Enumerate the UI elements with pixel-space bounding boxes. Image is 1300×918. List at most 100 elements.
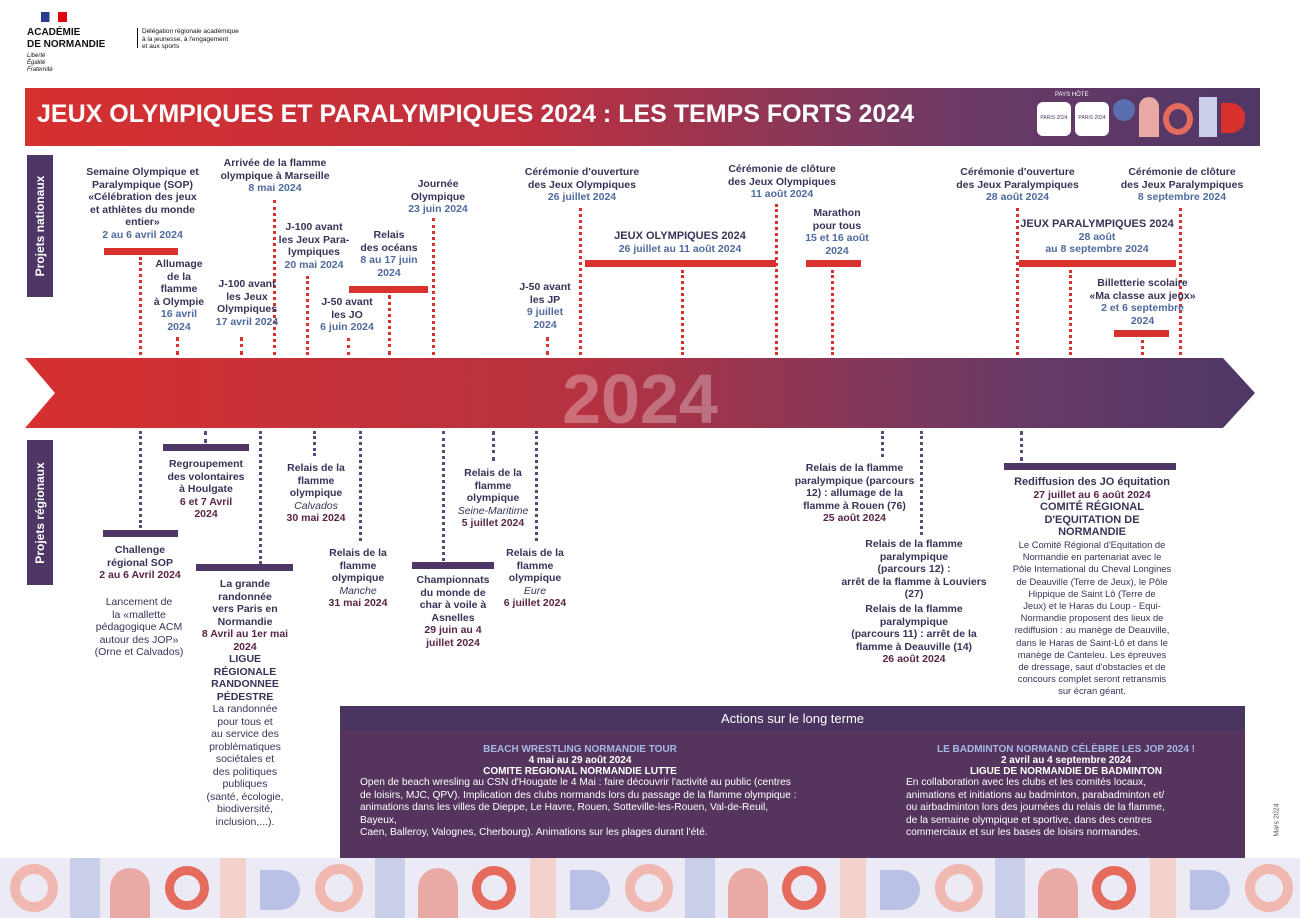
dot-billetterie [1141, 340, 1144, 355]
bar-jp-2024 [1019, 260, 1176, 267]
event-regroupement: Regroupement des volontaires à Houlgate … [167, 458, 245, 520]
bar-equitation [1004, 463, 1176, 470]
event-para-louviers: Relais de la flamme paralympique (parcou… [841, 538, 987, 600]
paris-2024-logo-text: PARIS 2024 [1078, 115, 1106, 121]
date-vertical: Mars 2024 [1273, 803, 1281, 837]
event-allumage: Allumage de la flamme à Olympie 16 avril… [153, 258, 205, 333]
event-journee-olympique: Journée Olympique 23 juin 2024 [408, 178, 468, 215]
event-jo-2024: JEUX OLYMPIQUES 2024 26 juillet au 11 ao… [614, 230, 746, 255]
header-divider [137, 28, 138, 48]
badminton-body: En collaboration avec les clubs et les c… [906, 777, 1165, 839]
event-para-deauville: Relais de la flamme paralympique (parcou… [851, 603, 977, 665]
academie-logo: ACADÉMIE DE NORMANDIE Liberté Égalité Fr… [27, 12, 137, 73]
dot-jp-2024 [1069, 270, 1072, 355]
long-term-right: LE BADMINTON NORMAND CÉLÈBRE LES JOP 202… [906, 744, 1226, 840]
motto-1: Liberté [27, 53, 46, 59]
dot-relais-calvados [313, 431, 316, 456]
delegation-label: Délégation régionale académique à la jeu… [142, 28, 239, 51]
bar-randonnee [196, 564, 293, 571]
timeline-arrow: 2024 [25, 358, 1255, 428]
bar-sop [104, 248, 178, 255]
dot-regroupement [204, 431, 207, 443]
event-j100-jo: J-100 avant les Jeux Olympiques 17 avril… [215, 278, 279, 328]
dot-jo-2024 [681, 270, 684, 355]
event-marathon: Marathon pour tous 15 et 16 août 2024 [805, 207, 869, 257]
dot-para-louviers [920, 431, 923, 535]
event-ceremonie-ouverture-jo: Cérémonie d'ouverture des Jeux Olympique… [524, 166, 640, 203]
side-label-regional: Projets régionaux [27, 440, 53, 585]
dot-sop [139, 257, 142, 355]
dot-relais-manche [359, 431, 362, 541]
long-term-header: Actions sur le long terme [340, 706, 1245, 731]
delegation-line: Délégation régionale académique [142, 28, 239, 35]
event-jp-2024: JEUX PARALYMPIQUES 2024 28 août au 8 sep… [1020, 218, 1174, 255]
motto-3: Fraternité [27, 67, 53, 73]
bar-marathon [806, 260, 861, 267]
bar-jo-2024 [585, 260, 776, 267]
dot-j50-jp [546, 337, 549, 355]
event-j50-jp: J-50 avant les JP 9 juillet 2024 [519, 281, 571, 331]
event-equitation-desc: Le Comité Régional d'Equitation de Norma… [1012, 539, 1172, 697]
page-title: JEUX OLYMPIQUES ET PARALYMPIQUES 2024 : … [37, 100, 915, 128]
timeline-year: 2024 [562, 360, 718, 438]
beach-wrestling-date: 4 mai au 29 août 2024 [528, 755, 632, 766]
bar-billetterie [1114, 330, 1169, 337]
long-term-left: BEACH WRESTLING NORMANDIE TOUR 4 mai au … [360, 744, 800, 840]
dot-challenge [139, 431, 142, 528]
event-ceremonie-cloture-jp: Cérémonie de clôture des Jeux Paralympiq… [1120, 166, 1244, 203]
footer-pattern [0, 858, 1300, 918]
event-championnats: Championnats du monde de char à voile à … [416, 574, 490, 649]
event-equitation: Rediffusion des JO équitation 27 juillet… [1014, 476, 1170, 538]
motto-2: Égalité [27, 60, 46, 66]
bar-championnats [412, 562, 494, 569]
dot-relais-eure [535, 431, 538, 541]
bar-challenge [103, 530, 178, 537]
paris-2024-logo-text: PARIS 2024 [1040, 115, 1068, 121]
normandie-label: DE NORMANDIE [27, 39, 106, 50]
title-banner: JEUX OLYMPIQUES ET PARALYMPIQUES 2024 : … [25, 88, 1260, 146]
event-challenge: Challenge régional SOP 2 au 6 Avril 2024 [99, 544, 181, 581]
marianne-flag-icon [41, 12, 67, 22]
dot-journee [432, 218, 435, 355]
paris-2024-logo: PARIS 2024 [1037, 102, 1071, 136]
dot-j50-jo [347, 338, 350, 355]
dot-j100-jo [240, 337, 243, 355]
dot-marathon [831, 270, 834, 355]
event-relais-calvados: Relais de la flamme olympique Calvados 3… [286, 462, 346, 524]
event-relais-seine: Relais de la flamme olympique Seine-Mari… [457, 467, 529, 529]
dot-relais-seine [492, 431, 495, 461]
event-para-rouen: Relais de la flamme paralympique (parcou… [794, 462, 915, 524]
event-sop: Semaine Olympique et Paralympique (SOP) … [86, 166, 199, 241]
dot-allumage [176, 337, 179, 355]
pays-hote-label: PAYS HÔTE [1055, 92, 1089, 98]
dot-para-rouen [881, 431, 884, 457]
dot-randonnee [259, 431, 262, 564]
event-ceremonie-ouverture-jp: Cérémonie d'ouverture des Jeux Paralympi… [956, 166, 1079, 203]
dot-relais-oceans [388, 295, 391, 355]
event-relais-eure: Relais de la flamme olympique Eure 6 jui… [503, 547, 567, 609]
event-mallette: Lancement de la «mallette pédagogique AC… [94, 596, 184, 658]
jop-pattern-logo [1113, 93, 1248, 141]
beach-wrestling-title: BEACH WRESTLING NORMANDIE TOUR [483, 744, 677, 755]
event-billetterie: Billetterie scolaire «Ma classe aux jeux… [1089, 277, 1196, 327]
event-ceremonie-cloture-jo: Cérémonie de clôture des Jeux Olympiques… [728, 163, 836, 200]
bar-relais-oceans [349, 286, 428, 293]
dot-ceremonie-clo-jp [1179, 208, 1182, 355]
event-j50-jo: J-50 avant les JO 6 juin 2024 [320, 296, 374, 333]
event-relais-oceans: Relais des océans 8 au 17 juin 2024 [360, 229, 418, 279]
side-label-national: Projets nationaux [27, 155, 53, 297]
dot-arrivee [273, 200, 276, 355]
delegation-line: à la jeunesse, à l'engagement [142, 35, 229, 43]
beach-wrestling-body: Open de beach wresling au CSN d'Hougate … [360, 777, 797, 839]
dot-j100-para [306, 276, 309, 355]
badminton-date: 2 avril au 4 septembre 2024 [1000, 755, 1132, 766]
event-randonnee: La grande randonnée vers Paris en Norman… [201, 578, 289, 828]
long-term-panel: Actions sur le long terme BEACH WRESTLIN… [340, 706, 1245, 858]
long-term-title: Actions sur le long terme [720, 711, 865, 726]
dot-ceremonie-clo-jo [775, 204, 778, 355]
badminton-org: LIGUE DE NORMANDIE DE BADMINTON [969, 766, 1163, 777]
dot-equitation [1020, 431, 1023, 461]
academie-label: ACADÉMIE [27, 27, 81, 38]
dot-ceremonie-ouv-jp [1016, 208, 1019, 355]
event-relais-manche: Relais de la flamme olympique Manche 31 … [328, 547, 388, 609]
